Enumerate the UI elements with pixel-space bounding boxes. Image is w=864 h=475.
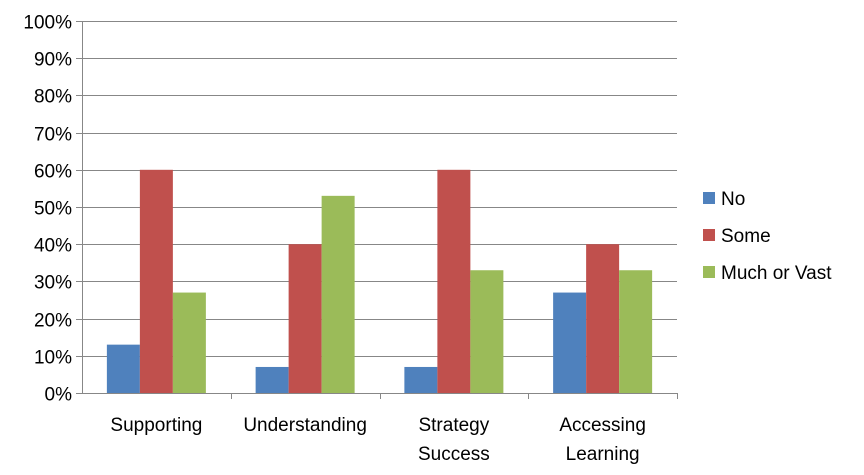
bar-no — [255, 366, 289, 393]
bar-some — [288, 244, 322, 393]
bar-much-or-vast — [321, 195, 355, 393]
bar-no — [553, 292, 587, 393]
bar-no — [404, 366, 438, 393]
bar-much-or-vast — [470, 270, 504, 393]
axes — [76, 21, 678, 399]
bar-no — [106, 344, 140, 393]
y-tick-label: 60% — [34, 162, 72, 183]
bar-some — [139, 169, 173, 393]
y-tick-label: 40% — [34, 236, 72, 257]
legend-swatch — [703, 192, 715, 204]
bar-some — [437, 169, 471, 393]
y-tick-label: 10% — [34, 348, 72, 369]
y-tick-label: 80% — [34, 87, 72, 108]
x-tick-label: Accessing — [559, 415, 646, 436]
legend-label: Some — [721, 226, 771, 247]
x-tick-label: Understanding — [243, 415, 367, 436]
y-tick-label: 0% — [45, 385, 73, 406]
bar-much-or-vast — [619, 270, 653, 393]
legend-label: Much or Vast — [721, 263, 832, 284]
legend-swatch — [703, 266, 715, 278]
bar-some — [586, 244, 620, 393]
x-tick-label: Success — [418, 444, 490, 465]
y-tick-label: 70% — [34, 125, 72, 146]
y-tick-label: 30% — [34, 273, 72, 294]
bars — [106, 169, 653, 393]
y-tick-label: 100% — [23, 13, 72, 34]
legend: No Some Much or Vast — [703, 189, 832, 284]
x-axis-ticks: Supporting Understanding Strategy Success Ac… — [110, 415, 646, 465]
legend-swatch — [703, 229, 715, 241]
x-tick-label: Learning — [566, 444, 640, 465]
y-tick-label: 20% — [34, 311, 72, 332]
y-axis-ticks: 0% 10% 20% 30% 40% 50% 60% 70% 80% 90% 100% — [23, 13, 72, 406]
y-tick-label: 90% — [34, 50, 72, 71]
legend-label: No — [721, 189, 745, 210]
x-tick-label: Strategy — [418, 415, 489, 436]
bar-much-or-vast — [172, 292, 206, 393]
x-tick-label: Supporting — [110, 415, 202, 436]
y-tick-label: 50% — [34, 199, 72, 220]
